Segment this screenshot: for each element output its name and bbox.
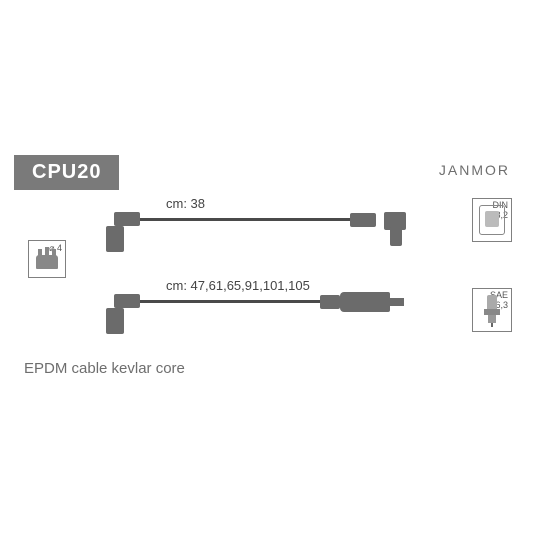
cable2-tip — [390, 298, 404, 306]
cable2-left-connector — [106, 294, 140, 334]
cable2-collar — [320, 295, 340, 309]
distributor-icon — [29, 241, 65, 277]
coil-connector-icon — [473, 199, 511, 241]
cable1-right-connector — [372, 212, 406, 252]
sae-spec-box: SAE ⌀ 6,3 — [472, 288, 512, 332]
cable2-wire — [140, 300, 320, 303]
spark-plug-icon — [473, 289, 511, 331]
part-number-badge: CPU20 — [14, 155, 119, 190]
cable-material-label: EPDM cable kevlar core — [24, 360, 185, 377]
cable2-length-label: cm: 47,61,65,91,101,105 — [166, 278, 310, 293]
distributor-spec-box: ⌀ 4 — [28, 240, 66, 278]
cable1-left-connector — [106, 212, 140, 252]
cable2-plug-boot — [340, 292, 390, 312]
cable1-length-label: cm: 38 — [166, 196, 205, 211]
din-spec-box: DIN ⌀ 8,2 — [472, 198, 512, 242]
cable1-wire — [140, 218, 350, 221]
brand-label: JANMOR — [439, 162, 510, 178]
